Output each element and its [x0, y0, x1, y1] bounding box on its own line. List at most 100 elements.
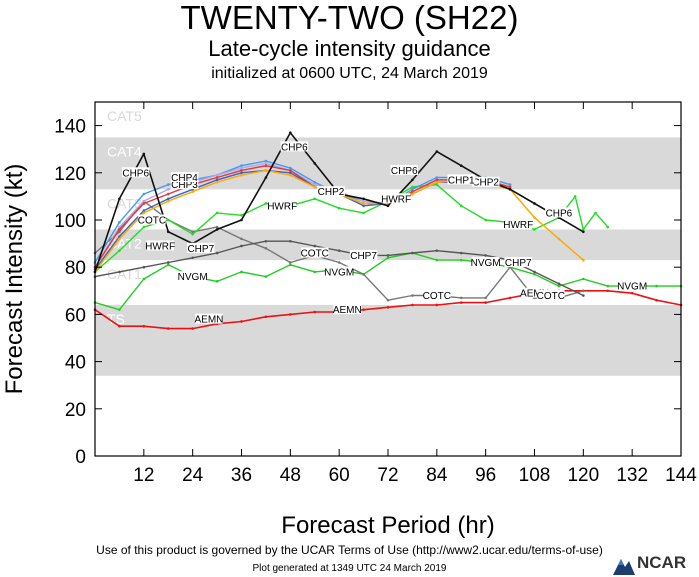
series-point-chp6	[459, 164, 463, 168]
series-label-hwrf: HWRF	[503, 220, 533, 231]
x-tick-label: 120	[567, 465, 599, 486]
series-point-chp1	[362, 202, 365, 205]
series-point-chp6	[533, 202, 536, 205]
series-point-chp1	[533, 216, 536, 219]
series-label-chp7: CHP7	[187, 244, 214, 255]
ncar-logo-icon	[613, 559, 635, 575]
series-point-chp1	[582, 258, 585, 262]
series-point-chp7	[435, 249, 439, 252]
series-point-chp1	[313, 185, 317, 189]
series-point-hwrf	[142, 225, 146, 229]
series-point-aemn	[264, 315, 268, 319]
x-tick-label: 108	[519, 465, 551, 486]
series-label-bg-cotc	[138, 214, 166, 225]
series-label-bg-chp7	[349, 249, 378, 260]
series-point-chp4	[289, 171, 292, 175]
series-point-chp2	[435, 178, 439, 182]
series-label-bg-chp1	[447, 174, 476, 185]
series-point-nvgm	[313, 270, 317, 274]
series-point-chp7	[557, 282, 561, 286]
series-point-nvgm	[655, 284, 658, 288]
series-point-chp5	[313, 180, 317, 184]
series-point-chp2	[142, 202, 146, 205]
series-point-chp1	[166, 199, 170, 203]
series-point-hwrf	[582, 228, 585, 231]
series-point-nvgm	[386, 256, 390, 260]
series-point-chp6	[411, 178, 414, 182]
series-point-chp7	[289, 239, 292, 243]
series-point-cotc	[215, 225, 219, 229]
series-point-nvgm	[166, 263, 170, 267]
series-point-chp3	[215, 173, 219, 177]
series-label-nvgm: NVGM	[324, 267, 354, 278]
x-tick-label: 12	[133, 465, 154, 486]
series-point-chp6	[166, 230, 170, 234]
series-point-chp6	[386, 204, 390, 208]
series-point-aemn	[191, 327, 194, 330]
generated-time: Plot generated at 1349 UTC 24 March 2019	[252, 563, 447, 574]
series-point-chp7	[191, 256, 194, 260]
series-point-chp1	[411, 192, 414, 196]
series-point-aemn	[362, 308, 365, 311]
series-label-bg-hwrf	[268, 200, 296, 211]
series-label-aemn: AEMN	[520, 289, 549, 300]
series-label-chp4: CHP4	[171, 173, 198, 184]
series-point-nvgm	[118, 308, 121, 311]
series-point-chp7	[313, 244, 317, 248]
series-point-chp2	[289, 169, 292, 172]
series-point-chp6	[362, 197, 365, 201]
series-label-bg-cotc	[536, 290, 565, 301]
series-point-hwrf	[313, 197, 317, 201]
series-line-chp2	[94, 164, 511, 268]
series-label-bg-hwrf	[504, 219, 533, 230]
series-point-aemn	[386, 306, 390, 309]
series-point-chp6	[289, 131, 292, 134]
series-point-chp7	[142, 265, 146, 269]
series-point-chp6	[582, 230, 585, 234]
series-point-aemn	[166, 327, 170, 330]
band-label-ts: TS	[107, 311, 125, 327]
series-point-cotc	[484, 296, 487, 300]
series-point-hwrf	[435, 183, 439, 186]
y-tick-label: 120	[54, 164, 86, 185]
y-tick-label: 40	[65, 353, 86, 374]
x-tick-label: 36	[231, 465, 252, 486]
series-label-bg-nvgm	[178, 271, 207, 282]
x-tick-label: 84	[426, 465, 448, 486]
terms-of-use: Use of this product is governed by the U…	[96, 543, 603, 557]
series-point-chp6	[215, 228, 219, 231]
series-point-hwrf	[533, 228, 536, 231]
series-label-bg-aemn	[520, 287, 549, 298]
series-point-chp1	[215, 180, 219, 184]
x-tick-label: 72	[377, 465, 398, 486]
x-tick-label: 24	[182, 465, 204, 486]
series-point-chp6	[313, 162, 317, 165]
series-point-hwrf	[264, 202, 268, 205]
series-point-cotc	[240, 237, 243, 241]
series-point-cotc	[386, 298, 390, 302]
series-point-nvgm	[142, 277, 146, 281]
series-point-aemn	[240, 320, 243, 323]
series-point-chp4	[240, 171, 243, 175]
series-point-chp1	[142, 211, 146, 215]
series-point-hwrf	[573, 195, 577, 198]
series-point-chp6	[240, 218, 243, 222]
series-label-cotc: COTC	[138, 216, 166, 227]
series-point-chp7	[459, 251, 463, 255]
x-tick-label: 96	[475, 465, 496, 486]
series-point-chp3	[313, 183, 317, 186]
series-label-aemn: AEMN	[333, 305, 362, 316]
series-point-chp7	[240, 244, 243, 248]
series-label-bg-cotc	[300, 247, 329, 258]
series-point-chp2	[118, 228, 121, 231]
series-point-nvgm	[582, 277, 585, 281]
series-point-chp7	[533, 270, 536, 274]
series-point-cotc	[289, 261, 292, 264]
series-label-chp6: CHP6	[281, 142, 308, 153]
x-tick-label: 48	[280, 465, 301, 486]
series-point-chp7	[386, 254, 390, 257]
series-label-bg-hwrf	[382, 193, 410, 204]
y-tick-label: 140	[54, 117, 86, 138]
